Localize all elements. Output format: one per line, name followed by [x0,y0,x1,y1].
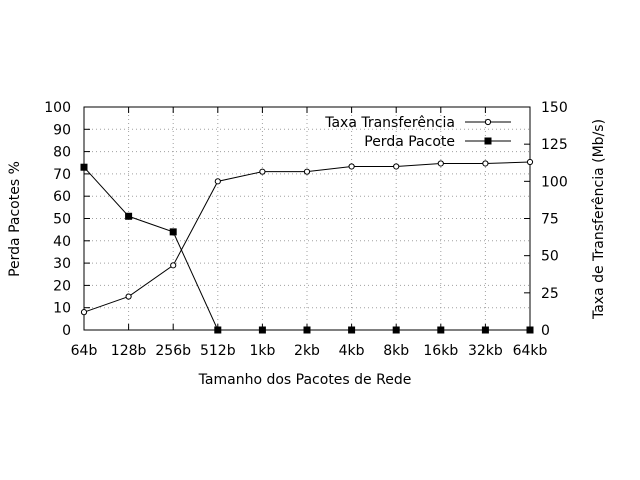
data-point-square [125,212,133,220]
x-tick-label: 1kb [249,343,275,359]
y2-tick-label: 75 [541,212,559,228]
data-point-square [214,326,222,334]
y-tick-label: 60 [53,189,71,205]
x-tick-label: 256b [155,343,191,359]
data-point-circle [393,163,400,170]
data-point-circle [526,158,534,166]
legend-marker-square [484,137,492,145]
x-tick-label: 16kb [423,343,458,359]
y-tick-label: 40 [53,234,71,250]
x-tick-label: 512b [200,343,236,359]
x-tick-label: 32kb [468,343,503,359]
x-axis-title: Tamanho dos Pacotes de Rede [198,372,412,388]
x-tick-label: 8kb [383,343,409,359]
series-line-0 [83,161,531,313]
data-point-circle [482,160,489,167]
data-point-circle [348,163,355,170]
data-point-square [303,326,311,334]
y-tick-label: 30 [53,256,71,272]
data-point-square [481,326,489,334]
x-tick-label: 64kb [513,343,548,359]
data-point-square [169,228,177,236]
data-point-square [258,326,266,334]
y-tick-label: 50 [53,212,71,228]
y2-tick-label: 100 [541,174,568,190]
data-point-circle [259,168,266,175]
data-point-square [348,326,356,334]
x-tick-label: 128b [111,343,147,359]
data-point-square [392,326,400,334]
data-point-circle [80,309,88,316]
data-point-circle [437,160,444,167]
legend-label: Perda Pacote [364,134,455,150]
y-tick-label: 80 [53,145,71,161]
x-tick-label: 2kb [294,343,320,359]
data-point-square [80,163,88,171]
y2-tick-label: 125 [541,137,568,153]
legend: Taxa Transferência Perda Pacote [324,115,511,150]
y-tick-label: 70 [53,167,71,183]
y-tick-label: 10 [53,301,71,317]
x-tick-label: 4kb [339,343,365,359]
y2-tick-label: 25 [541,286,559,302]
y-tick-label: 0 [62,323,71,339]
data-point-circle [125,293,132,300]
y2-tick-label: 0 [541,323,550,339]
y2-tick-label: 150 [541,100,568,116]
data-point-square [437,326,445,334]
grid-layer [84,107,530,330]
data-point-square [526,326,534,334]
legend-marker-circle [484,118,492,126]
y-axis-title: Perda Pacotes % [7,161,23,277]
data-point-circle [303,168,311,175]
y-tick-label: 90 [53,122,71,138]
ticks-layer: 0 10 20 30 40 50 60 70 80 90 100 0 25 50 75 100 125 150 64… [44,100,567,359]
y-tick-label: 100 [44,100,71,116]
y2-tick-label: 50 [541,249,559,265]
data-point-circle [214,178,221,185]
series-layer [80,158,534,334]
y-tick-label: 20 [53,278,71,294]
plot-frame [83,106,531,331]
x-tick-label: 64b [71,343,98,359]
y2-axis-title: Taxa de Transferência (Mb/s) [591,119,607,320]
legend-label: Taxa Transferência [324,115,455,131]
data-point-circle [170,262,177,269]
